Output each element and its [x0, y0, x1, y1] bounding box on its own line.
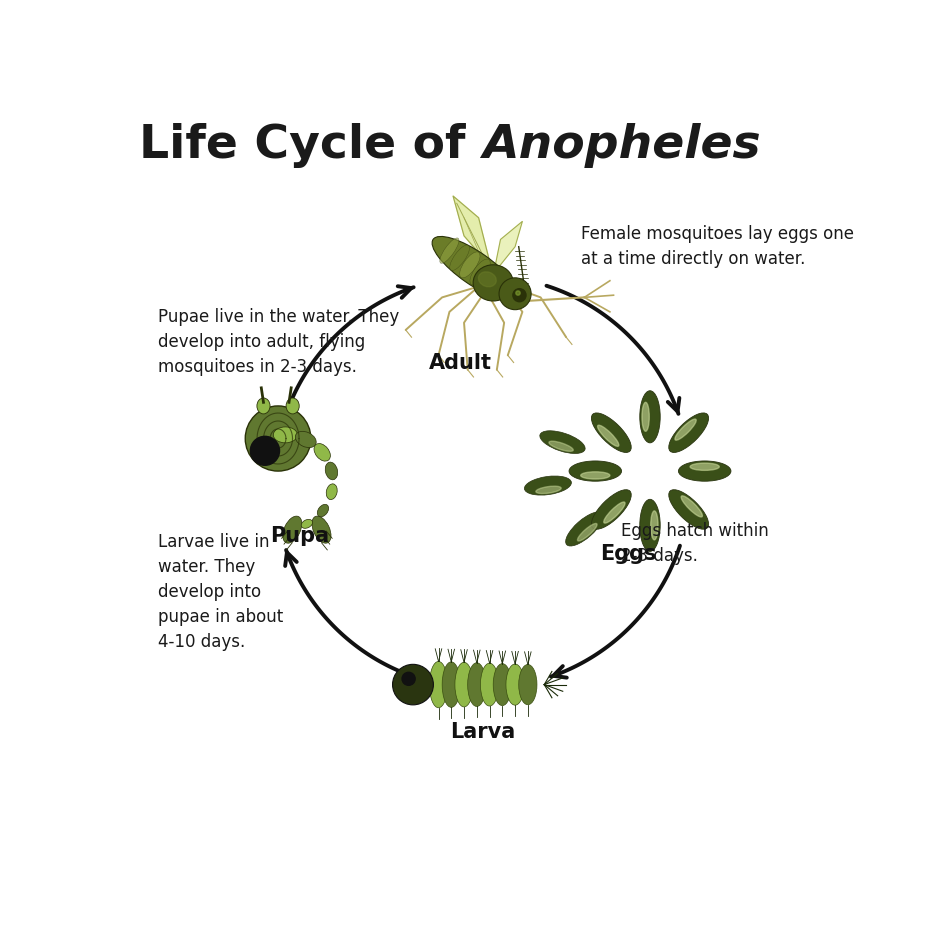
- Ellipse shape: [327, 484, 337, 499]
- Ellipse shape: [295, 431, 316, 447]
- Ellipse shape: [439, 238, 459, 263]
- Circle shape: [402, 672, 415, 685]
- Ellipse shape: [678, 461, 731, 481]
- Ellipse shape: [640, 499, 661, 552]
- Ellipse shape: [690, 463, 719, 470]
- Ellipse shape: [549, 441, 573, 451]
- Ellipse shape: [669, 413, 709, 452]
- Ellipse shape: [326, 462, 338, 479]
- Ellipse shape: [450, 245, 470, 271]
- Text: Pupa: Pupa: [270, 526, 329, 546]
- Ellipse shape: [311, 516, 331, 543]
- Ellipse shape: [460, 252, 480, 278]
- Text: Adult: Adult: [429, 352, 492, 372]
- Text: Female mosquitoes lay eggs one
at a time directly on water.: Female mosquitoes lay eggs one at a time…: [581, 225, 853, 268]
- Ellipse shape: [301, 520, 312, 528]
- Ellipse shape: [478, 272, 496, 287]
- Text: Life Cycle of: Life Cycle of: [139, 123, 482, 168]
- Ellipse shape: [681, 495, 702, 517]
- Ellipse shape: [317, 505, 328, 517]
- Ellipse shape: [432, 237, 518, 301]
- Ellipse shape: [651, 511, 658, 540]
- Ellipse shape: [493, 664, 511, 706]
- Polygon shape: [454, 196, 497, 275]
- Ellipse shape: [675, 419, 696, 440]
- Ellipse shape: [481, 664, 499, 706]
- Ellipse shape: [569, 461, 622, 481]
- Ellipse shape: [524, 476, 571, 495]
- Ellipse shape: [473, 265, 513, 301]
- Ellipse shape: [581, 472, 610, 479]
- Circle shape: [250, 436, 279, 465]
- Ellipse shape: [429, 662, 448, 708]
- Ellipse shape: [314, 444, 330, 462]
- Ellipse shape: [591, 490, 631, 529]
- Ellipse shape: [518, 665, 537, 705]
- Text: Pupae live in the water. They
develop into adult, flying
mosquitoes in 2-3 days.: Pupae live in the water. They develop in…: [158, 308, 399, 376]
- Ellipse shape: [273, 427, 297, 443]
- Ellipse shape: [591, 413, 631, 452]
- Ellipse shape: [598, 425, 619, 446]
- Ellipse shape: [468, 663, 486, 707]
- Circle shape: [499, 278, 531, 309]
- Ellipse shape: [669, 490, 709, 529]
- Ellipse shape: [535, 486, 561, 494]
- Circle shape: [513, 289, 526, 302]
- Ellipse shape: [566, 512, 603, 546]
- Ellipse shape: [442, 662, 460, 707]
- Ellipse shape: [481, 266, 501, 292]
- Polygon shape: [493, 222, 522, 275]
- Ellipse shape: [246, 406, 311, 471]
- Ellipse shape: [540, 431, 585, 453]
- Ellipse shape: [282, 516, 302, 543]
- Circle shape: [392, 665, 434, 705]
- Text: Anopheles: Anopheles: [482, 123, 761, 168]
- Text: Larva: Larva: [450, 722, 515, 742]
- Ellipse shape: [578, 524, 597, 541]
- Text: Eggs: Eggs: [599, 544, 657, 564]
- Ellipse shape: [455, 663, 473, 707]
- Ellipse shape: [642, 402, 649, 431]
- Ellipse shape: [506, 664, 524, 705]
- Text: Larvae live in
water. They
develop into
pupae in about
4-10 days.: Larvae live in water. They develop into …: [158, 533, 283, 650]
- Circle shape: [516, 290, 520, 295]
- Text: Eggs hatch within
2-3 days.: Eggs hatch within 2-3 days.: [621, 522, 769, 565]
- Ellipse shape: [470, 259, 490, 285]
- Ellipse shape: [640, 391, 661, 443]
- Ellipse shape: [491, 274, 510, 299]
- Ellipse shape: [286, 398, 299, 414]
- Ellipse shape: [257, 398, 270, 414]
- Ellipse shape: [604, 502, 625, 523]
